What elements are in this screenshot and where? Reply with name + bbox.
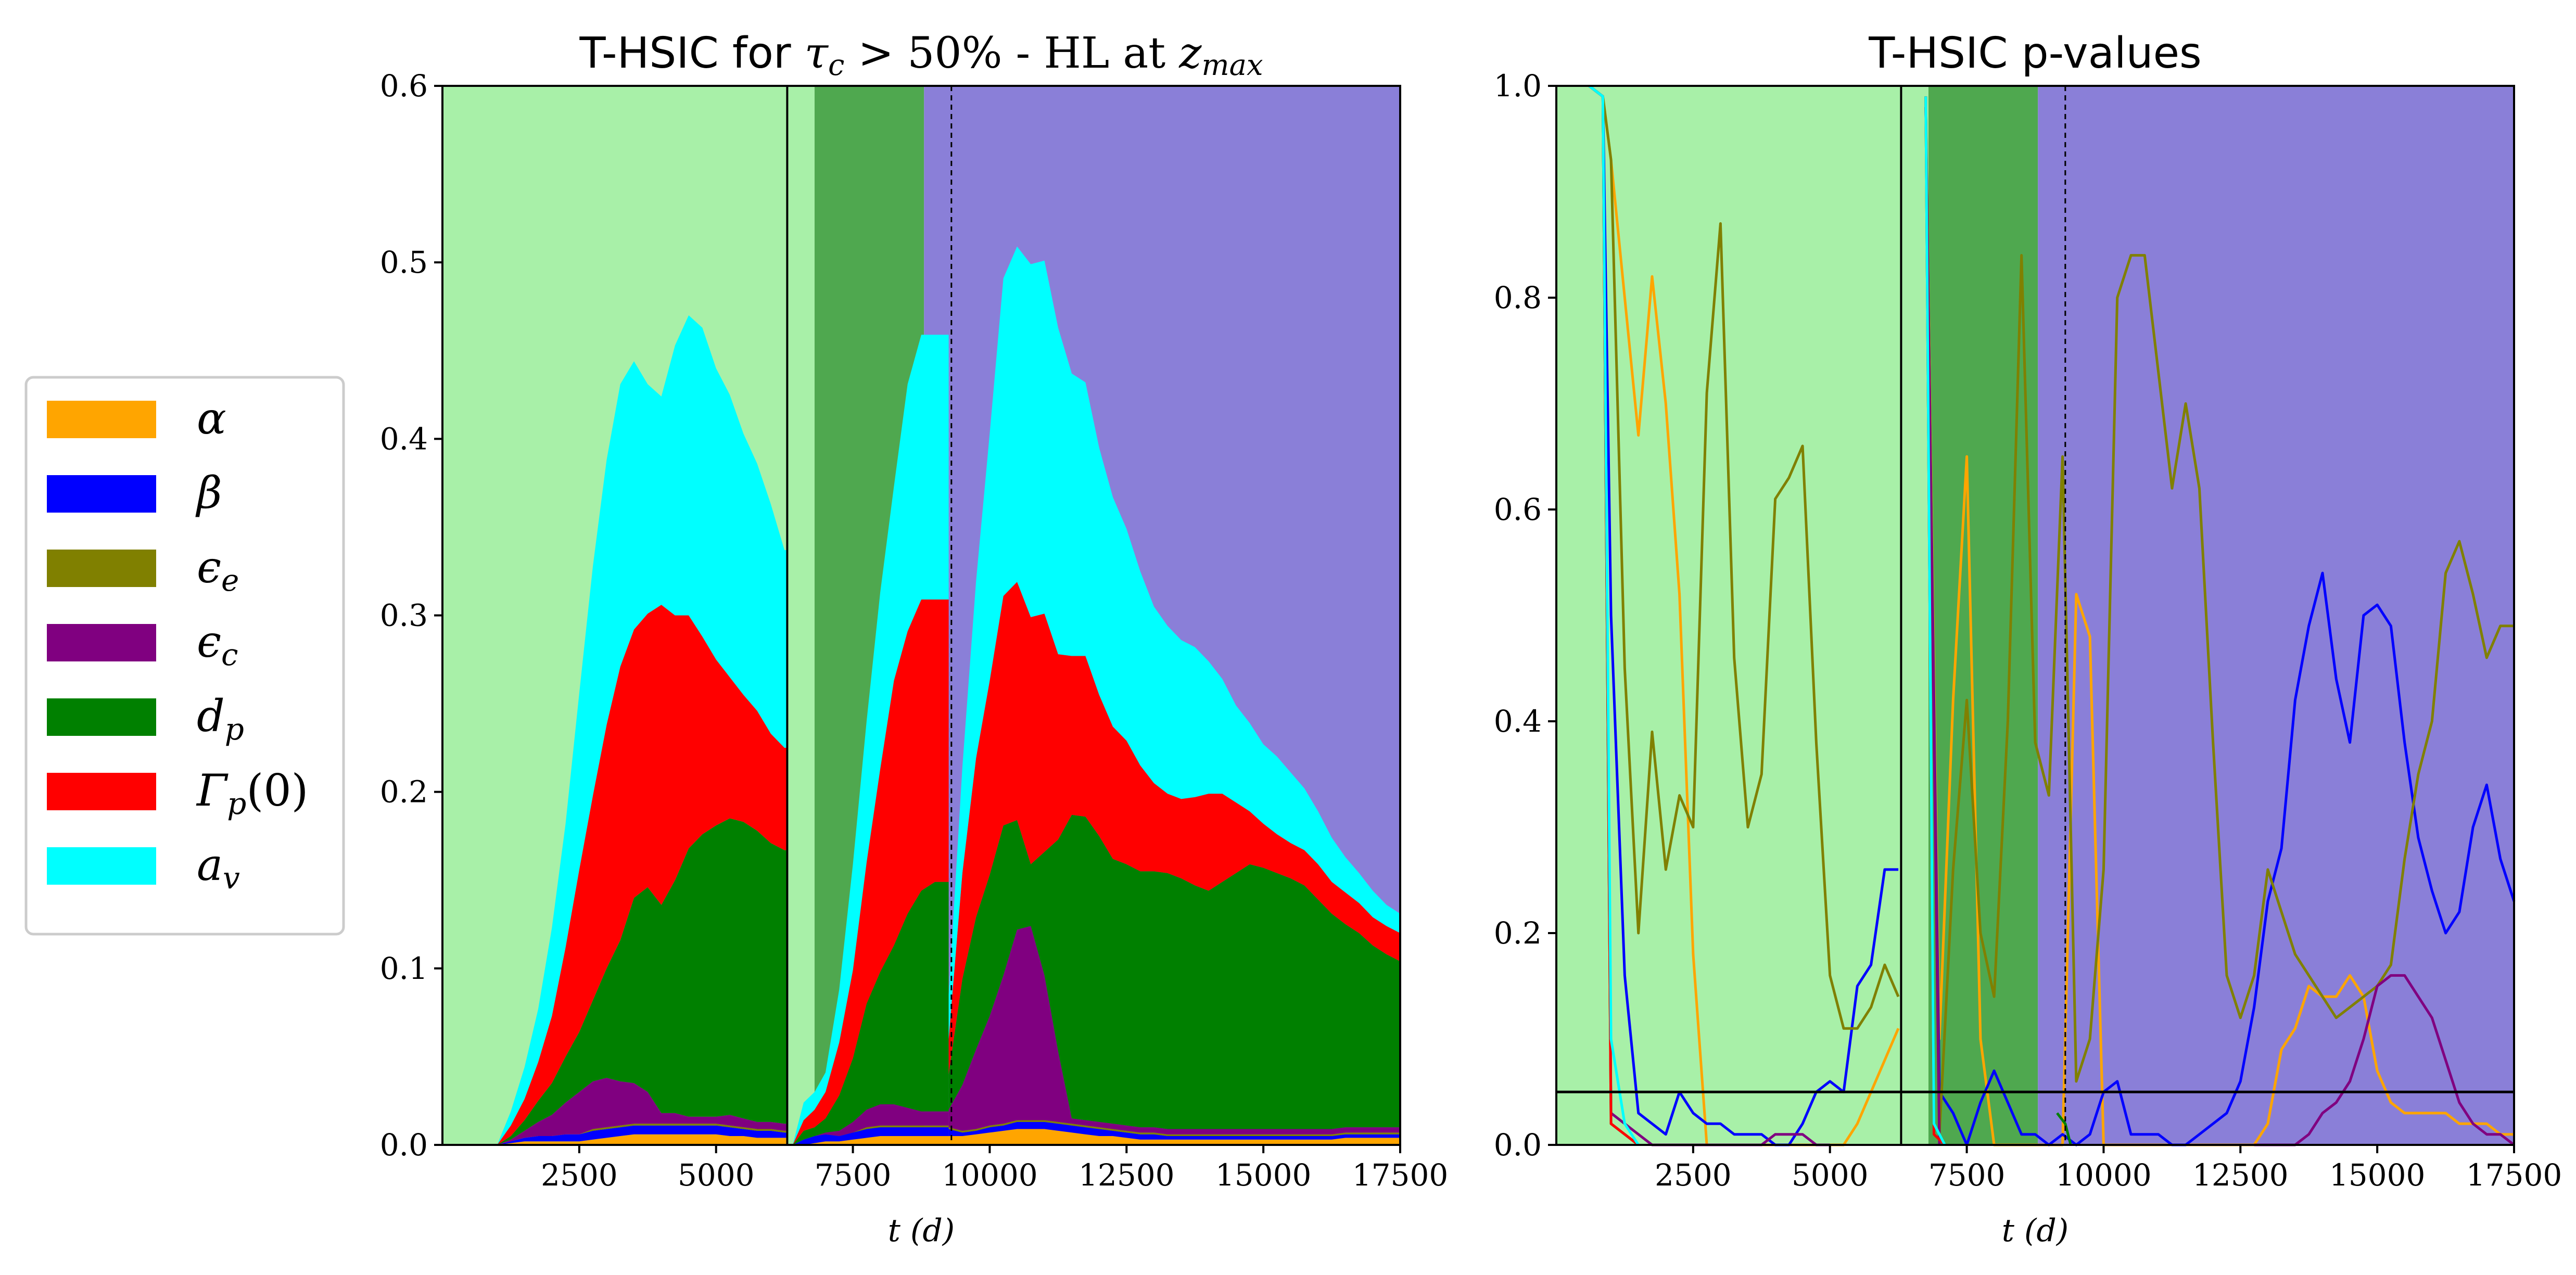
area-alpha-segment-0 xyxy=(497,1134,788,1145)
area-av-segment-1 xyxy=(792,335,949,1145)
right-xtick-label-12500: 12500 xyxy=(2192,1157,2289,1193)
right-band-2 xyxy=(1928,86,2038,1145)
left-xtick-label-5000: 5000 xyxy=(678,1157,755,1193)
legend-swatch-dp xyxy=(47,698,156,736)
right-xtick-label-7500: 7500 xyxy=(1928,1157,2006,1193)
area-alpha-segment-1 xyxy=(792,1136,949,1145)
right-ytick-label-0.6: 0.6 xyxy=(1494,492,1542,527)
left-xtick-label-17500: 17500 xyxy=(1352,1157,1449,1193)
area-dp-segment-0 xyxy=(497,818,788,1145)
area-av-segment-2 xyxy=(948,246,1400,1039)
right-ytick-label-0.8: 0.8 xyxy=(1494,280,1542,315)
left-xtick-label-2500: 2500 xyxy=(541,1157,618,1193)
left-ytick-label-0.2: 0.2 xyxy=(380,774,428,810)
legend-label-alpha: α xyxy=(197,393,226,444)
right-xtick-label-10000: 10000 xyxy=(2055,1157,2152,1193)
legend: αβ ϵe ϵc dp Γp(0) av xyxy=(24,376,345,936)
left-stacked-areas xyxy=(497,246,1400,1145)
right-vertical-lines xyxy=(1900,86,2066,1145)
left-band-1 xyxy=(787,86,815,1145)
area-av-segment-0 xyxy=(497,315,788,1145)
area-beta-segment-2 xyxy=(948,1121,1400,1140)
area-beta-segment-1 xyxy=(792,1127,949,1145)
area-dp-segment-1 xyxy=(792,882,949,1145)
area-gammap-0-segment-0 xyxy=(497,605,788,1145)
legend-swatch-epsc xyxy=(47,624,156,661)
legend-swatch-av xyxy=(47,847,156,885)
right-band-3 xyxy=(2038,86,2514,1145)
legend-swatch-gammap xyxy=(47,773,156,810)
legend-swatch-epse xyxy=(47,550,156,587)
right-background-bands xyxy=(1556,86,2514,1145)
legend-swatch-alpha xyxy=(47,401,156,438)
area-epsc-segment-1 xyxy=(792,1104,949,1145)
left-ytick-label-0.5: 0.5 xyxy=(380,245,428,280)
left-xtick-label-12500: 12500 xyxy=(1078,1157,1175,1193)
right-ticks: 2500 5000 7500 10000 12500 15000 17500 0.0 0.2 0.… xyxy=(1494,68,2562,1193)
left-ytick-label-0.1: 0.1 xyxy=(380,951,428,986)
right-band-1 xyxy=(1901,86,1928,1145)
right-title: T-HSIC p-values xyxy=(1868,29,2202,78)
legend-swatch-beta xyxy=(47,475,156,513)
area-dp-segment-2 xyxy=(948,814,1400,1129)
legend-label-av: av xyxy=(197,839,240,896)
pvalue-line-beta xyxy=(1588,85,2516,1146)
area-epsc-segment-2 xyxy=(948,926,1400,1134)
legend-label-dp: dp xyxy=(197,691,244,747)
pvalue-line-epse xyxy=(1588,85,2514,1136)
right-axes-frame xyxy=(1555,85,2515,1146)
right-ytick-label-0.4: 0.4 xyxy=(1494,704,1542,739)
left-ticks: 2500 5000 7500 10000 12500 15000 17500 0.0 0.1 0.… xyxy=(380,68,1449,1193)
right-xlabel: t (d) xyxy=(2002,1213,2069,1249)
left-xtick-label-7500: 7500 xyxy=(815,1157,892,1193)
right-ytick-label-0: 0.0 xyxy=(1494,1127,1542,1163)
left-ytick-label-0.6: 0.6 xyxy=(380,68,428,104)
legend-label-gammap: Γp(0) xyxy=(196,765,308,821)
right-xtick-label-5000: 5000 xyxy=(1792,1157,1869,1193)
left-xtick-label-10000: 10000 xyxy=(942,1157,1038,1193)
panel-left: 2500 5000 7500 10000 12500 15000 17500 0.0 0.1 0.… xyxy=(380,29,1449,1249)
legend-label-epsc: ϵc xyxy=(197,616,238,672)
right-xtick-label-15000: 15000 xyxy=(2329,1157,2426,1193)
left-ytick-label-0.3: 0.3 xyxy=(380,598,428,633)
panel-right: 2500 5000 7500 10000 12500 15000 17500 0.0 0.2 0.… xyxy=(1494,29,2562,1249)
left-vertical-lines xyxy=(786,86,953,1145)
area-epsc-segment-0 xyxy=(497,1078,788,1145)
left-title: T-HSIC for τc > 50% - HL at zmax xyxy=(579,29,1263,82)
left-ytick-label-0.4: 0.4 xyxy=(380,421,428,456)
right-pvalue-lines xyxy=(1556,85,2516,1146)
right-xtick-label-2500: 2500 xyxy=(1655,1157,1732,1193)
left-xtick-label-15000: 15000 xyxy=(1215,1157,1312,1193)
area-beta-segment-0 xyxy=(497,1125,788,1145)
left-ytick-label-0: 0.0 xyxy=(380,1127,428,1163)
pvalue-line-av xyxy=(1588,85,1946,1146)
right-ytick-label-0.2: 0.2 xyxy=(1494,915,1542,951)
area-epse-segment-2 xyxy=(948,1120,1400,1136)
area-gammap-0-segment-2 xyxy=(948,582,1400,1075)
left-xlabel: t (d) xyxy=(888,1213,955,1249)
right-xtick-label-17500: 17500 xyxy=(2466,1157,2562,1193)
area-gammap-0-segment-1 xyxy=(792,600,949,1145)
area-alpha-segment-2 xyxy=(948,1129,1400,1145)
legend-label-epse: ϵe xyxy=(197,542,239,598)
legend-label-beta: β xyxy=(195,467,222,518)
right-ytick-label-1: 1.0 xyxy=(1494,68,1542,104)
